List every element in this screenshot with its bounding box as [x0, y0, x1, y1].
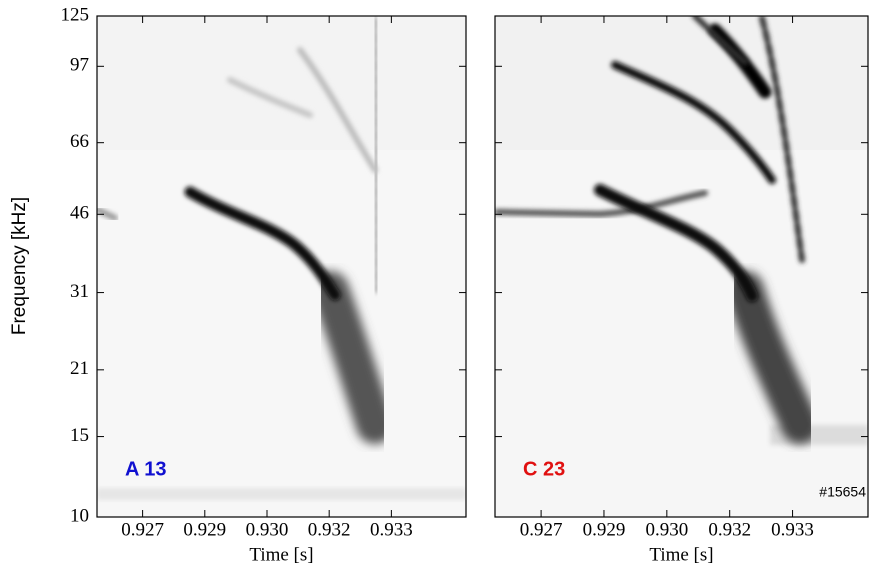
spectral-streak	[184, 186, 341, 301]
y-tick-label: 10	[70, 505, 89, 526]
x-tick-label: 0.933	[370, 519, 413, 540]
x-tick-label: 0.932	[708, 519, 751, 540]
y-tick-label: 15	[70, 425, 89, 446]
spectral-streak	[692, 16, 748, 65]
spectrogram-left	[97, 16, 466, 517]
spectral-streak	[297, 47, 378, 173]
panel-frame	[96, 15, 467, 518]
shot-number: #15654	[819, 484, 866, 500]
y-tick-label: 46	[70, 203, 89, 224]
x-tick-label: 0.933	[771, 519, 814, 540]
y-tick-label: 31	[70, 281, 89, 302]
spectrogram-right	[495, 16, 868, 517]
y-tick-label: 21	[70, 358, 89, 379]
y-tick-label: 125	[61, 4, 90, 25]
spectral-streak	[726, 271, 819, 444]
x-tick-label: 0.930	[645, 519, 688, 540]
spectral-streak	[495, 190, 708, 217]
spectral-streak	[311, 271, 394, 444]
x-tick-label: 0.932	[308, 519, 351, 540]
spectral-streak	[611, 61, 776, 184]
noise-band	[97, 150, 466, 517]
y-axis-label: Frequency [kHz]	[9, 197, 30, 335]
x-tick-label: 0.927	[121, 519, 164, 540]
spectral-streak	[371, 16, 381, 294]
y-tick-label: 66	[70, 131, 89, 152]
x-axis-label: Time [s]	[649, 544, 713, 565]
y-tick-label: 97	[70, 55, 89, 76]
x-tick-label: 0.930	[246, 519, 289, 540]
x-tick-label: 0.927	[520, 519, 563, 540]
panel-frame	[494, 15, 869, 518]
spectral-streak	[227, 77, 313, 118]
x-tick-label: 0.929	[583, 519, 626, 540]
spectral-streak	[759, 16, 805, 263]
spectral-streak	[97, 207, 118, 221]
panel-annotation: A 13	[125, 458, 167, 480]
noise-band	[97, 488, 466, 500]
x-axis-label: Time [s]	[249, 544, 313, 565]
x-tick-label: 0.929	[183, 519, 226, 540]
panel-annotation: C 23	[523, 458, 565, 480]
spectral-streak	[594, 184, 758, 302]
